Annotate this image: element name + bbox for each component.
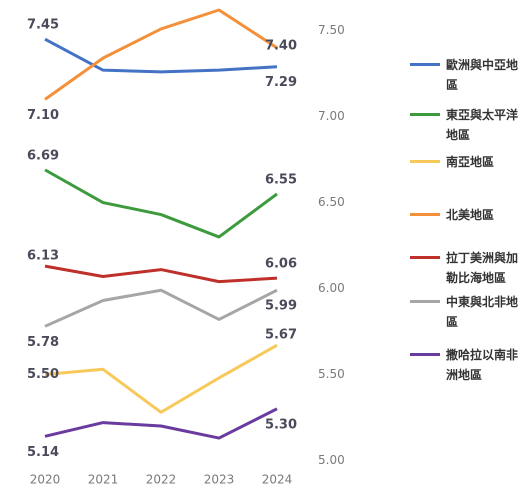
legend-swatch: [410, 63, 440, 66]
legend-label: 東亞與太平洋地區: [446, 108, 519, 142]
legend-item: 北美地區: [410, 205, 525, 225]
data-label: 5.50: [27, 367, 59, 382]
legend-item: 中東與北非地區: [410, 292, 525, 332]
series-line: [44, 168, 278, 239]
legend-label: 拉丁美洲與加勒比海地區: [446, 251, 519, 285]
data-label: 7.10: [27, 108, 59, 123]
y-tick-label: 5.50: [318, 367, 345, 381]
legend-swatch: [410, 256, 440, 259]
data-label: 7.40: [265, 38, 297, 53]
data-label: 5.30: [265, 417, 297, 432]
y-tick-label: 6.50: [318, 195, 345, 209]
legend-swatch: [410, 113, 440, 116]
series-line: [44, 343, 278, 414]
x-tick-label: 2024: [262, 473, 293, 486]
legend-label: 中東與北非地區: [446, 295, 519, 329]
data-label: 5.78: [27, 335, 59, 350]
legend-item: 東亞與太平洋地區: [410, 105, 525, 145]
series-line: [44, 37, 278, 74]
series-line: [44, 8, 278, 101]
x-tick-label: 2020: [30, 473, 61, 486]
legend-label: 南亞地區: [446, 155, 495, 169]
x-tick-label: 2023: [204, 473, 235, 486]
y-tick-label: 7.50: [318, 23, 345, 37]
data-label: 5.99: [265, 299, 297, 314]
legend-item: 撒哈拉以南非洲地區: [410, 345, 525, 385]
legend-swatch: [410, 353, 440, 356]
x-tick-label: 2021: [88, 473, 119, 486]
x-tick-label: 2022: [146, 473, 177, 486]
data-label: 5.14: [27, 445, 59, 460]
data-label: 7.29: [265, 75, 297, 90]
legend-item: 南亞地區: [410, 152, 525, 172]
data-label: 6.13: [27, 249, 59, 264]
legend-label: 撒哈拉以南非洲地區: [446, 348, 519, 382]
data-label: 6.69: [27, 148, 59, 163]
y-tick-label: 6.00: [318, 281, 345, 295]
series-line: [44, 407, 278, 440]
legend-swatch: [410, 213, 440, 216]
legend-item: 拉丁美洲與加勒比海地區: [410, 248, 525, 288]
data-label: 7.45: [27, 18, 59, 33]
series-line: [44, 288, 278, 328]
y-tick-label: 5.00: [318, 453, 345, 467]
legend-swatch: [410, 160, 440, 163]
series-line: [44, 264, 278, 284]
legend-label: 歐洲與中亞地區: [446, 58, 519, 92]
legend-item: 歐洲與中亞地區: [410, 55, 525, 95]
data-label: 6.06: [265, 257, 297, 272]
data-label: 5.67: [265, 328, 297, 343]
legend-swatch: [410, 300, 440, 303]
legend-label: 北美地區: [446, 208, 495, 222]
y-tick-label: 7.00: [318, 109, 345, 123]
data-label: 6.55: [265, 172, 297, 187]
